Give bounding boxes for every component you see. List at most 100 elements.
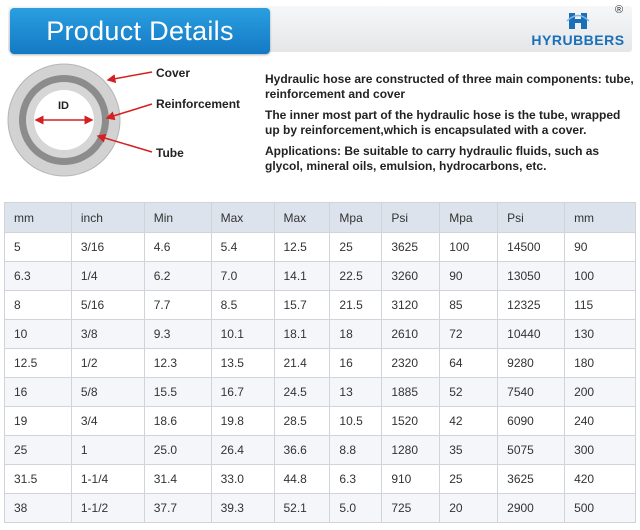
table-cell: 5.0: [329, 493, 383, 523]
table-cell: 35: [439, 435, 499, 465]
table-cell: 500: [564, 493, 636, 523]
table-cell: 15.7: [273, 290, 331, 320]
header-cell: inch: [70, 202, 145, 233]
table-cell: 21.5: [329, 290, 383, 320]
table-cell: 13.5: [210, 348, 275, 378]
table-cell: 1885: [381, 377, 441, 407]
table-cell: 5: [4, 232, 72, 262]
table-header-row: mm inch Min Max Max Mpa Psi Mpa Psi mm: [4, 202, 636, 233]
table-cell: 3/4: [70, 406, 145, 436]
table-row: 16 5/8 15.5 16.7 24.5 13 1885 52 7540 200: [4, 377, 636, 407]
table-cell: 3625: [497, 464, 566, 494]
table-cell: 2320: [381, 348, 441, 378]
header-cell: Min: [143, 202, 212, 233]
table-cell: 25: [4, 435, 72, 465]
page-title: Product Details: [46, 16, 234, 46]
table-cell: 420: [564, 464, 636, 494]
table-cell: 52.1: [273, 493, 331, 523]
table-cell: 9.3: [143, 319, 212, 349]
table-cell: 1/4: [70, 261, 145, 291]
table-cell: 18: [329, 319, 383, 349]
table-cell: 5/16: [70, 290, 145, 320]
table-cell: 26.4: [210, 435, 275, 465]
table-cell: 5.4: [210, 232, 275, 262]
registered-mark: ®: [615, 4, 624, 16]
table-cell: 240: [564, 406, 636, 436]
table-cell: 42: [439, 406, 499, 436]
table-cell: 16: [329, 348, 383, 378]
table-row: 19 3/4 18.6 19.8 28.5 10.5 1520 42 6090 240: [4, 406, 636, 436]
header-cell: Psi: [497, 202, 566, 233]
table-cell: 13: [329, 377, 383, 407]
title-box: Product Details: [10, 8, 270, 54]
table-cell: 37.7: [143, 493, 212, 523]
table-cell: 3625: [381, 232, 441, 262]
header-cell: Psi: [381, 202, 441, 233]
table-cell: 21.4: [273, 348, 331, 378]
table-cell: 7540: [497, 377, 566, 407]
table-cell: 18.1: [273, 319, 331, 349]
table-cell: 39.3: [210, 493, 275, 523]
id-label: ID: [58, 100, 69, 112]
table-cell: 72: [439, 319, 499, 349]
table-cell: 52: [439, 377, 499, 407]
header-cell: Max: [210, 202, 275, 233]
table-cell: 90: [564, 232, 636, 262]
table-cell: 100: [564, 261, 636, 291]
table-cell: 1520: [381, 406, 441, 436]
table-cell: 2610: [381, 319, 441, 349]
table-cell: 6.3: [4, 261, 72, 291]
table-cell: 33.0: [210, 464, 275, 494]
header-cell: Mpa: [329, 202, 383, 233]
table-cell: 12.3: [143, 348, 212, 378]
hose-diagram: ID Cover Reinforcement Tube: [4, 62, 264, 180]
header-banner: Product Details HYRUBBERS ®: [0, 0, 640, 58]
table-row: 6.3 1/4 6.2 7.0 14.1 22.5 3260 90 13050 100: [4, 261, 636, 291]
brand-logo: HYRUBBERS: [523, 8, 633, 52]
table-cell: 8.8: [329, 435, 383, 465]
tube-arrow: [96, 133, 153, 153]
table-cell: 90: [439, 261, 499, 291]
table-cell: 14500: [497, 232, 566, 262]
table-cell: 6090: [497, 406, 566, 436]
product-description: Hydraulic hose are constructed of three …: [265, 72, 637, 180]
cover-arrow: [106, 71, 153, 84]
description-applications: Applications: Be suitable to carry hydra…: [265, 144, 600, 173]
table-cell: 910: [381, 464, 441, 494]
table-cell: 19: [4, 406, 72, 436]
table-cell: 85: [439, 290, 499, 320]
table-row: 10 3/8 9.3 10.1 18.1 18 2610 72 10440 130: [4, 319, 636, 349]
table-cell: 3/16: [70, 232, 145, 262]
table-cell: 10.1: [210, 319, 275, 349]
table-cell: 10440: [497, 319, 566, 349]
table-cell: 15.5: [143, 377, 212, 407]
table-cell: 12325: [497, 290, 566, 320]
description-tube: The inner most part of the hydraulic hos…: [265, 108, 621, 137]
reinforcement-arrow: [105, 103, 153, 121]
table-cell: 10: [4, 319, 72, 349]
header-cell: mm: [564, 202, 636, 233]
table-cell: 2900: [497, 493, 566, 523]
table-cell: 130: [564, 319, 636, 349]
description-construction: Hydraulic hose are constructed of three …: [265, 72, 634, 101]
table-cell: 5/8: [70, 377, 145, 407]
table-cell: 725: [381, 493, 441, 523]
table-cell: 36.6: [273, 435, 331, 465]
table-row: 12.5 1/2 12.3 13.5 21.4 16 2320 64 9280 180: [4, 348, 636, 378]
table-cell: 180: [564, 348, 636, 378]
table-cell: 16: [4, 377, 72, 407]
table-cell: 1280: [381, 435, 441, 465]
header-cell: Max: [273, 202, 331, 233]
table-cell: 1: [70, 435, 145, 465]
table-cell: 7.0: [210, 261, 275, 291]
table-row: 8 5/16 7.7 8.5 15.7 21.5 3120 85 12325 115: [4, 290, 636, 320]
table-cell: 3/8: [70, 319, 145, 349]
table-cell: 1/2: [70, 348, 145, 378]
table-row: 38 1-1/2 37.7 39.3 52.1 5.0 725 20 2900 500: [4, 493, 636, 523]
table-cell: 3260: [381, 261, 441, 291]
table-cell: 25: [329, 232, 383, 262]
table-cell: 115: [564, 290, 636, 320]
table-cell: 1-1/4: [70, 464, 145, 494]
table-cell: 44.8: [273, 464, 331, 494]
table-cell: 300: [564, 435, 636, 465]
